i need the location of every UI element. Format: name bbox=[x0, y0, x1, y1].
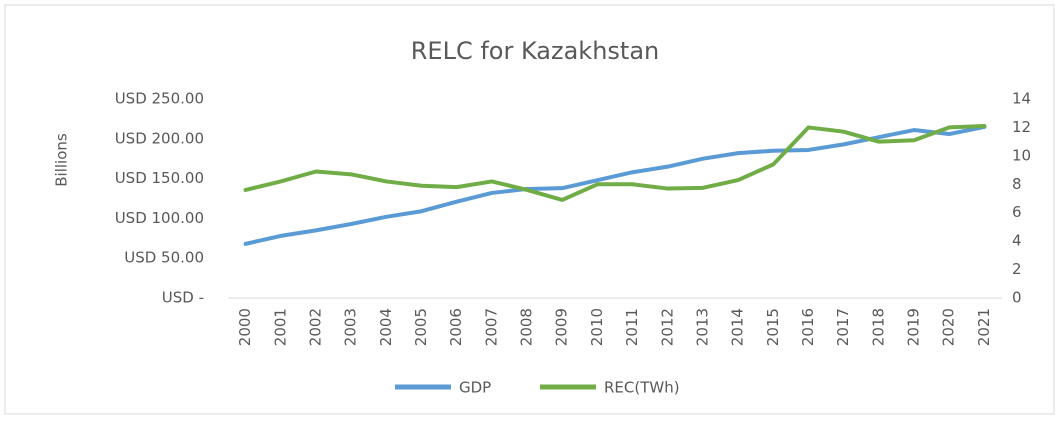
chart-frame bbox=[4, 4, 1055, 415]
x-tick-label: 2020 bbox=[940, 308, 958, 346]
y2-tick-label: 6 bbox=[1012, 203, 1022, 221]
y-tick-label: USD 150.00 bbox=[115, 169, 204, 187]
x-tick-label: 2021 bbox=[975, 308, 993, 346]
y-tick-label: USD 50.00 bbox=[124, 249, 204, 267]
x-tick-label: 2001 bbox=[271, 308, 289, 346]
x-tick-label: 2016 bbox=[799, 308, 817, 346]
x-tick-label: 2005 bbox=[412, 308, 430, 346]
x-tick-label: 2008 bbox=[518, 308, 536, 346]
x-tick-label: 2000 bbox=[236, 308, 254, 346]
x-tick-label: 2009 bbox=[553, 308, 571, 346]
x-tick-label: 2004 bbox=[377, 308, 395, 346]
x-tick-label: 2012 bbox=[658, 308, 676, 346]
y-tick-label: USD 250.00 bbox=[115, 90, 204, 108]
y2-tick-label: 12 bbox=[1012, 118, 1031, 136]
x-tick-label: 2006 bbox=[447, 308, 465, 346]
x-tick-label: 2019 bbox=[905, 308, 923, 346]
x-tick-label: 2017 bbox=[834, 308, 852, 346]
x-tick-label: 2002 bbox=[306, 308, 324, 346]
x-tick-label: 2011 bbox=[623, 308, 641, 346]
x-tick-label: 2003 bbox=[342, 308, 360, 346]
x-tick-label: 2010 bbox=[588, 308, 606, 346]
x-tick-label: 2007 bbox=[482, 308, 500, 346]
x-tick-label: 2013 bbox=[693, 308, 711, 346]
y-tick-label: USD - bbox=[162, 289, 204, 307]
series-line bbox=[243, 124, 987, 202]
x-tick-label: 2018 bbox=[869, 308, 887, 346]
x-tick-label: 2014 bbox=[729, 308, 747, 346]
y2-tick-label: 2 bbox=[1012, 260, 1022, 278]
y-axis-label: Billions bbox=[53, 133, 71, 187]
x-tick-label: 2015 bbox=[764, 308, 782, 346]
y2-tick-label: 0 bbox=[1012, 289, 1022, 307]
chart-title: RELC for Kazakhstan bbox=[411, 37, 660, 65]
legend-label: GDP bbox=[459, 379, 491, 397]
y-tick-label: USD 200.00 bbox=[115, 129, 204, 147]
y-tick-label: USD 100.00 bbox=[115, 209, 204, 227]
legend-label: REC(TWh) bbox=[604, 379, 680, 397]
series-line bbox=[243, 124, 987, 246]
y2-tick-label: 8 bbox=[1012, 175, 1022, 193]
y2-tick-label: 14 bbox=[1012, 90, 1031, 108]
y2-tick-label: 10 bbox=[1012, 146, 1031, 164]
y2-tick-label: 4 bbox=[1012, 232, 1022, 250]
